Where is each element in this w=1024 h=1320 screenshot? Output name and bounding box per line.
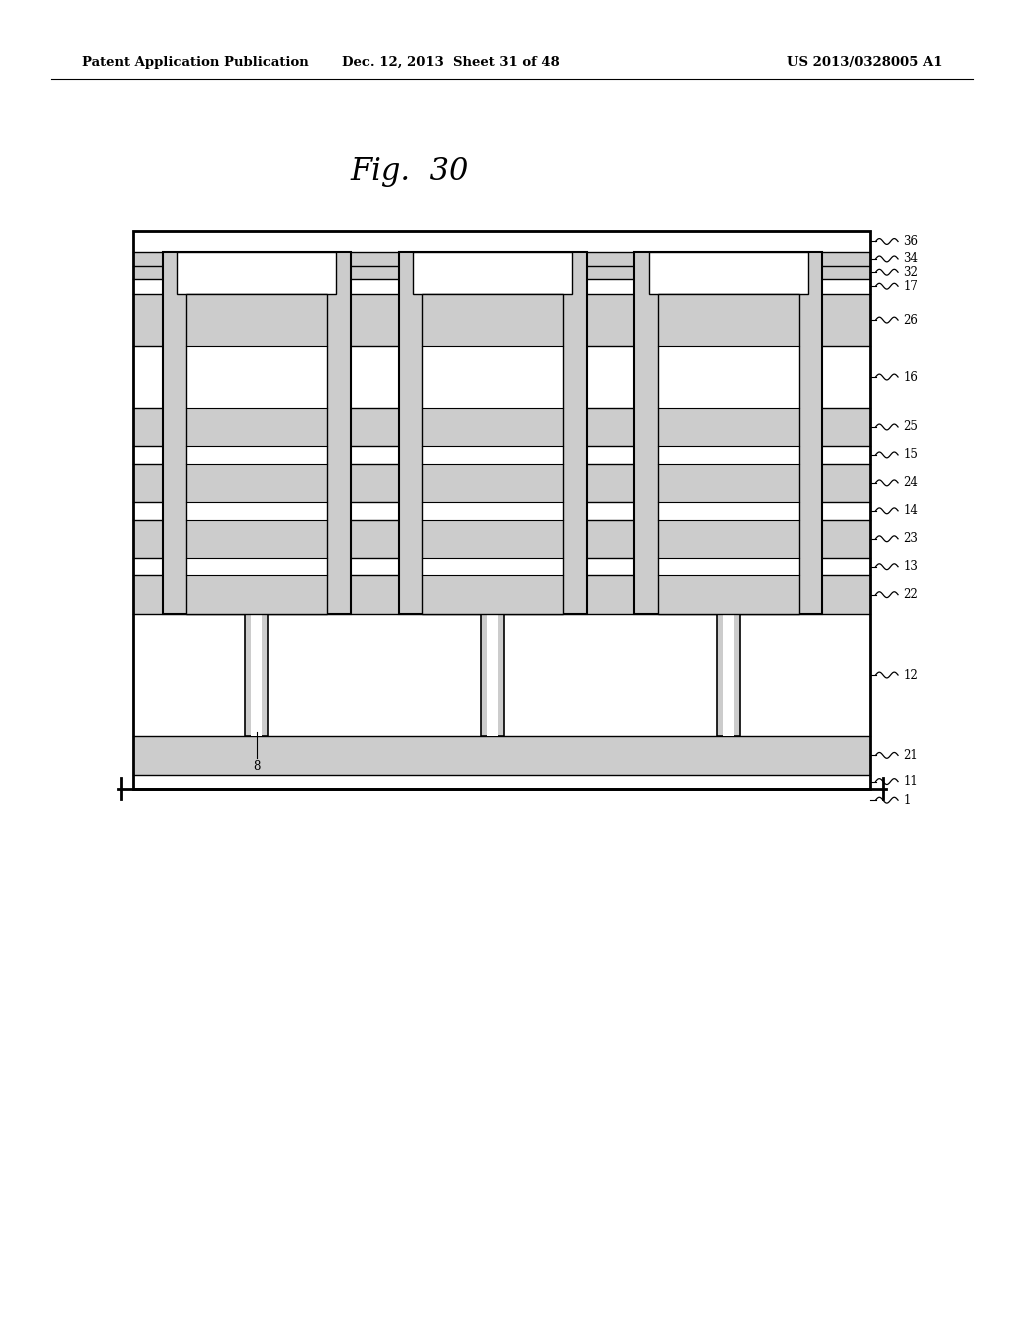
Text: 17: 17 (903, 280, 919, 293)
Bar (658, 558, 799, 576)
Bar (133, 252, 870, 265)
Bar (133, 446, 870, 463)
Text: 24: 24 (903, 477, 919, 490)
Bar (133, 775, 870, 788)
Bar (422, 558, 563, 576)
Bar (649, 252, 808, 294)
Text: US 2013/0328005 A1: US 2013/0328005 A1 (786, 55, 942, 69)
Bar (133, 614, 870, 737)
Text: 16: 16 (903, 371, 919, 384)
Bar (422, 294, 563, 614)
Bar (163, 252, 350, 614)
Bar (414, 252, 571, 294)
Bar (133, 558, 870, 576)
Bar (186, 576, 327, 614)
Bar (658, 294, 799, 614)
Bar (133, 576, 870, 614)
Bar (398, 252, 587, 614)
Bar (133, 737, 870, 775)
Text: 36: 36 (903, 235, 919, 248)
Bar (186, 446, 327, 463)
Bar (422, 446, 563, 463)
Bar (422, 463, 563, 502)
Bar (133, 265, 870, 279)
Bar (717, 614, 739, 737)
Bar (246, 614, 268, 737)
Bar (422, 346, 563, 408)
Bar (133, 463, 870, 502)
Bar (658, 294, 799, 346)
Bar (658, 346, 799, 408)
Bar (422, 576, 563, 614)
Bar (186, 520, 327, 558)
Bar (133, 502, 870, 520)
Bar (481, 614, 504, 737)
Text: 8: 8 (253, 760, 260, 774)
Bar (186, 294, 327, 614)
Bar (422, 502, 563, 520)
Bar (658, 520, 799, 558)
Bar (177, 252, 336, 294)
Text: 13: 13 (903, 560, 919, 573)
Bar (133, 231, 870, 788)
Text: 1: 1 (903, 793, 910, 807)
Bar (422, 408, 563, 446)
Bar (658, 463, 799, 502)
Text: Patent Application Publication: Patent Application Publication (82, 55, 308, 69)
Text: 22: 22 (903, 589, 918, 601)
Bar (186, 558, 327, 576)
Bar (723, 614, 734, 737)
Text: Dec. 12, 2013  Sheet 31 of 48: Dec. 12, 2013 Sheet 31 of 48 (342, 55, 559, 69)
Text: 21: 21 (903, 748, 918, 762)
Bar (186, 346, 327, 408)
Text: 15: 15 (903, 449, 919, 462)
Text: 23: 23 (903, 532, 919, 545)
Text: 14: 14 (903, 504, 919, 517)
Bar (133, 346, 870, 408)
Text: 12: 12 (903, 668, 918, 681)
Bar (487, 614, 498, 737)
Bar (251, 614, 262, 737)
Bar (658, 502, 799, 520)
Bar (133, 279, 870, 294)
Bar (186, 502, 327, 520)
Bar (133, 294, 870, 346)
Bar (186, 294, 327, 346)
Bar (422, 294, 563, 346)
Text: 32: 32 (903, 265, 919, 279)
Bar (635, 252, 822, 614)
Text: 11: 11 (903, 775, 918, 788)
Text: 30: 30 (445, 370, 463, 384)
Bar (133, 231, 870, 252)
Bar (422, 520, 563, 558)
Bar (186, 463, 327, 502)
Bar (658, 576, 799, 614)
Text: 34: 34 (903, 252, 919, 265)
Bar (658, 446, 799, 463)
Bar (133, 408, 870, 446)
Bar (133, 520, 870, 558)
Bar (658, 408, 799, 446)
Bar (186, 408, 327, 446)
Text: 26: 26 (903, 314, 919, 326)
Text: Fig.  30: Fig. 30 (350, 156, 469, 187)
Bar (133, 231, 870, 812)
Text: 25: 25 (903, 421, 919, 433)
